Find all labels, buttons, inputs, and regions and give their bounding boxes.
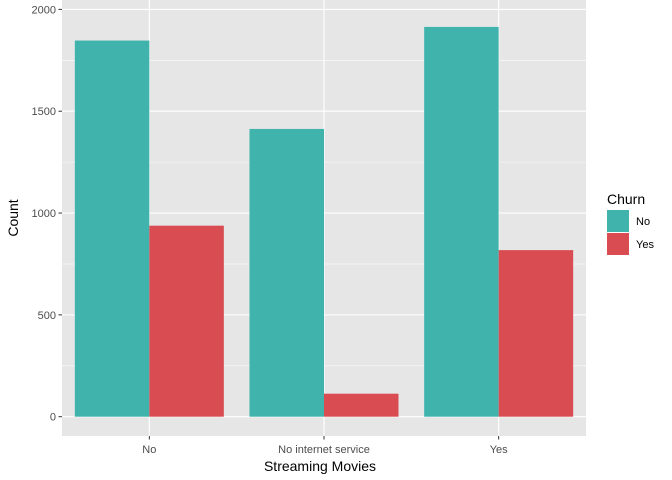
bar: [249, 128, 324, 417]
y-tick-label: 1000: [32, 208, 56, 220]
x-tick-label: No: [142, 444, 156, 456]
bars: [74, 26, 574, 417]
x-axis: No No internet service Yes: [142, 436, 508, 456]
y-tick-label: 1500: [32, 106, 56, 118]
bar: [324, 393, 399, 417]
y-tick-label: 0: [50, 412, 56, 424]
bar: [149, 225, 224, 417]
legend-label: Yes: [636, 239, 654, 251]
x-tick-label: Yes: [490, 444, 508, 456]
legend-label: No: [636, 216, 650, 228]
y-tick-label: 2000: [32, 4, 56, 16]
y-tick-label: 500: [38, 310, 56, 322]
legend-key: [607, 233, 629, 255]
legend: Churn No Yes: [607, 191, 654, 255]
y-axis: 0 500 1000 1500 2000: [32, 4, 62, 424]
x-axis-title: Streaming Movies: [264, 458, 376, 474]
bar: [74, 40, 150, 417]
x-tick-label: No internet service: [278, 444, 370, 456]
bar: [424, 26, 499, 417]
y-axis-title: Count: [5, 199, 21, 236]
legend-key: [607, 210, 629, 232]
bar: [498, 250, 574, 417]
legend-title: Churn: [607, 191, 645, 207]
